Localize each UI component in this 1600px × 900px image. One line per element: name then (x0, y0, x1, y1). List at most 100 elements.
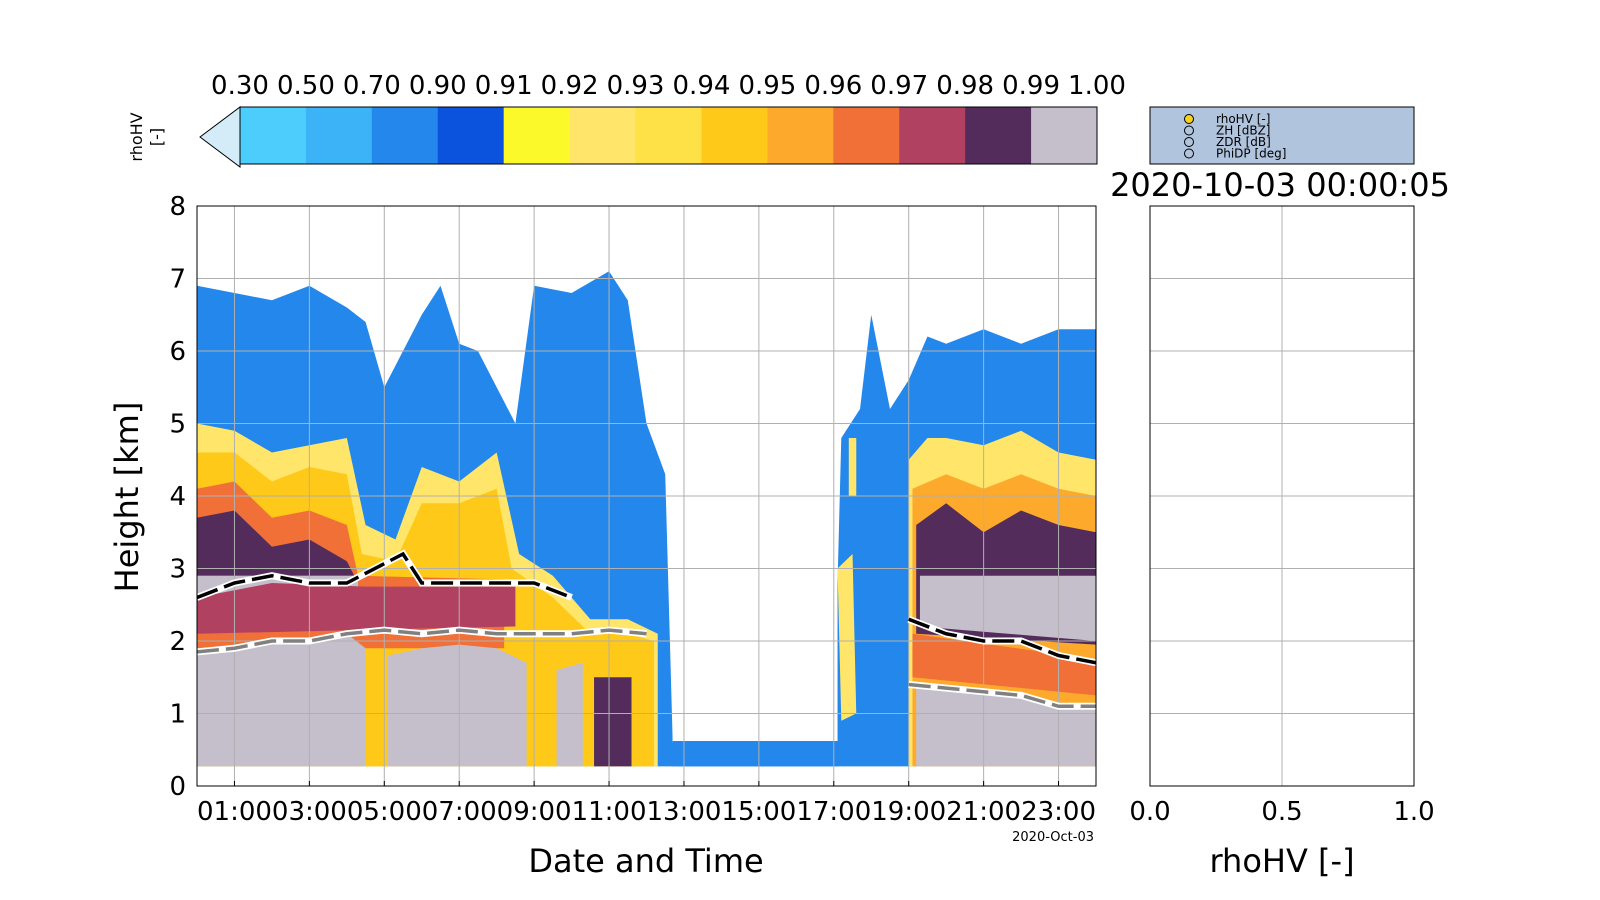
colorbar-box (767, 107, 834, 164)
colorbar-box (371, 107, 439, 164)
colorbar-tick-label: 0.96 (804, 71, 862, 101)
colorbar-tick-label: 1.00 (1068, 71, 1126, 101)
colorbar-box (305, 107, 373, 164)
legend-marker (1184, 148, 1194, 159)
colorbar-frame (239, 106, 1098, 165)
x-tick-label: 03:00 (272, 797, 347, 827)
colorbar-tick-label: 0.90 (409, 71, 467, 101)
heatmap-y-ticks: 0 1 2 3 4 5 6 7 8 (169, 192, 186, 802)
colorbar-tick-label: 0.97 (870, 71, 928, 101)
colorbar-tick-label: 0.91 (475, 71, 533, 101)
x-tick-label: 19:00 (871, 797, 946, 827)
colorbar: 0.30 0.50 0.70 0.90 0.91 0.92 0.93 0.94 0.95 0.96… (127, 71, 1126, 168)
y-tick-label: 6 (169, 337, 186, 367)
legend: rhoHV [-]ZH [dBZ]ZDR [dB]PhiDP [deg] (1149, 106, 1415, 165)
colorbar-tick-label: 0.94 (673, 71, 731, 101)
x-tick-label: 15:00 (721, 797, 796, 827)
ml-bottom-line (197, 628, 647, 654)
y-tick-label: 5 (169, 410, 186, 440)
colorbar-box (701, 107, 768, 164)
colorbar-tick-label: 0.99 (1002, 71, 1060, 101)
x-tick-label: 07:00 (422, 797, 497, 827)
heatmap-layers (197, 271, 1096, 767)
colorbar-box (503, 107, 571, 164)
colorbar-tick-label: 0.70 (343, 71, 401, 101)
precip-region-1-rain-c (556, 662, 583, 767)
y-tick-label: 1 (169, 700, 186, 730)
profile-title: 2020-10-03 00:00:05 (1110, 166, 1450, 204)
legend-item-label: PhiDP [deg] (1216, 147, 1286, 161)
profile-grid (1150, 206, 1414, 786)
colorbar-box (240, 107, 307, 164)
profile-x-ticks: 0.0 0.5 1.0 (1129, 797, 1434, 827)
legend-marker (1184, 137, 1194, 147)
ml-bottom-line (908, 682, 1096, 708)
ml-top-line (197, 551, 573, 600)
precip-region-1-rain-d (594, 677, 632, 767)
heatmap-frame (196, 205, 1097, 787)
legend-item-label: rhoHV [-] (1216, 112, 1270, 126)
x-tick-label: 13:00 (646, 797, 721, 827)
legend-box (1149, 106, 1415, 165)
colorbar-tick-label: 0.98 (936, 71, 994, 101)
legend-marker (1184, 114, 1194, 124)
melting-layer-lines (197, 549, 1096, 710)
colorbar-under-triangle (199, 106, 241, 168)
y-tick-label: 4 (169, 482, 186, 512)
precip-region-2-band (837, 554, 857, 721)
precip-region-1-rain-b (388, 644, 527, 767)
precip-region-3-snow-high (919, 575, 1096, 641)
clear-sky-region (672, 423, 838, 742)
x-tick-label: 11:00 (572, 797, 647, 827)
x-tick-label: 05:00 (347, 797, 422, 827)
y-tick-label: 2 (169, 627, 186, 657)
x-tick-label: 23:00 (1021, 797, 1096, 827)
colorbar-tick-labels: 0.30 0.50 0.70 0.90 0.91 0.92 0.93 0.94 0.95 0.96… (211, 71, 1126, 101)
colorbar-box (1031, 107, 1098, 164)
legend-item-label: ZDR [dB] (1216, 135, 1271, 149)
colorbar-label-line1: rhoHV (127, 112, 146, 161)
precip-region-1-core (197, 510, 355, 576)
profile-panel: 2020-10-03 00:00:05 0.0 0.5 1.0 rhoHV [-] (1110, 166, 1450, 880)
colorbar-box (635, 107, 702, 164)
precip-region-1-rain-a (197, 633, 366, 767)
legend-item-label: ZH [dBZ] (1216, 124, 1271, 138)
precip-region-3-melting (912, 633, 1096, 696)
colorbar-tick-label: 0.50 (277, 71, 335, 101)
colorbar-label-line2: [-] (147, 128, 166, 146)
colorbar-tick-label: 0.92 (541, 71, 599, 101)
heatmap-y-axis-label: Height [km] (108, 402, 146, 593)
profile-x-axis-label: rhoHV [-] (1209, 842, 1354, 880)
colorbar-box (569, 107, 637, 164)
profile-x-tick-label: 0.5 (1261, 797, 1302, 827)
x-date-label: 2020-Oct-03 (1012, 830, 1094, 845)
precip-region-1-melting (197, 583, 516, 634)
heatmap-x-axis-label: Date and Time (528, 842, 763, 880)
colorbar-tick-label: 0.30 (211, 71, 269, 101)
colorbar-tick-label: 0.93 (607, 71, 665, 101)
x-tick-label: 09:00 (497, 797, 572, 827)
heatmap-panel: 01:00 03:00 05:00 07:00 09:00 11:00 13:00 15:00… (108, 192, 1097, 880)
profile-x-tick-label: 1.0 (1393, 797, 1434, 827)
x-tick-label: 21:00 (946, 797, 1021, 827)
colorbar-box (437, 107, 505, 164)
legend-marker (1184, 125, 1194, 136)
colorbar-box (833, 107, 900, 164)
profile-frame (1149, 205, 1415, 787)
colorbar-box (899, 107, 966, 164)
colorbar-boxes (239, 106, 1098, 165)
y-tick-label: 3 (169, 555, 186, 585)
ml-top-line (908, 617, 1096, 665)
profile-x-tick-label: 0.0 (1129, 797, 1170, 827)
low-echo-region (672, 741, 838, 767)
x-tick-label: 01:00 (197, 797, 272, 827)
colorbar-box (965, 107, 1032, 164)
y-tick-label: 7 (169, 265, 186, 295)
y-tick-label: 0 (169, 772, 186, 802)
heatmap-x-ticks: 01:00 03:00 05:00 07:00 09:00 11:00 13:00 15:00… (197, 781, 1096, 827)
x-tick-label: 17:00 (796, 797, 871, 827)
precip-region-2-cell (848, 438, 857, 496)
colorbar-tick-label: 0.95 (738, 71, 796, 101)
y-tick-label: 8 (169, 192, 186, 222)
